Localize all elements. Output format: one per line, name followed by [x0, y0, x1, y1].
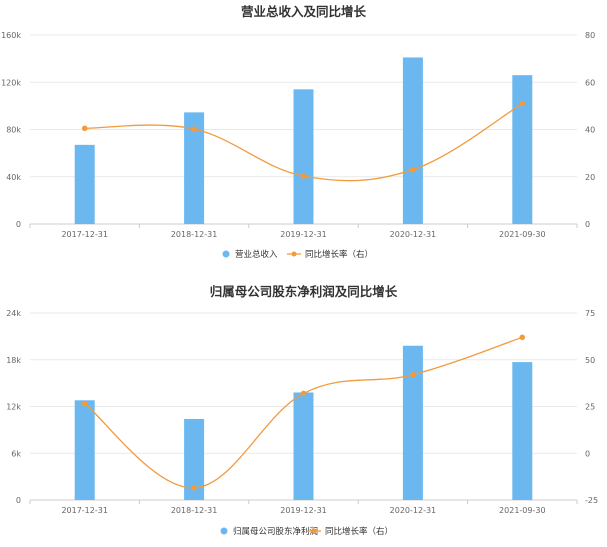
bar [293, 89, 314, 225]
bar [184, 418, 205, 500]
chart-title: 归属母公司股东净利润及同比增长 [210, 284, 398, 299]
legend-bar-label: 归属母公司股东净利润 [233, 526, 318, 537]
y-left-tick-label: 40k [6, 173, 21, 182]
legend: 营业总收入 同比增长率（右） [222, 249, 373, 260]
x-tick-label: 2018-12-31 [171, 230, 218, 239]
bar [184, 112, 205, 224]
y-left-tick-label: 0 [16, 496, 21, 505]
growth-point [81, 125, 88, 132]
y-right-tick-label: 75 [585, 309, 595, 318]
chart-title: 营业总收入及同比增长 [241, 4, 367, 19]
y-right-tick-label: 25 [585, 403, 595, 412]
y-left-tick-label: 18k [6, 356, 21, 365]
legend-line-dot [311, 528, 317, 534]
x-tick-label: 2019-12-31 [280, 506, 327, 515]
legend-line-label: 同比增长率（右） [325, 526, 393, 537]
y-right-tick-label: -25 [585, 496, 598, 505]
legend: 归属母公司股东净利润 同比增长率（右） [220, 526, 393, 537]
y-right-tick-label: 40 [585, 126, 595, 135]
chart-2: 归属母公司股东净利润及同比增长 0 -25 6k 0 12k 25 18k 50 24k 75 201… [6, 284, 598, 537]
growth-point [410, 371, 416, 378]
y-right-tick-label: 60 [585, 78, 595, 87]
y-left-tick-label: 80k [6, 126, 21, 135]
x-tick-label: 2019-12-31 [280, 230, 327, 239]
x-tick-label: 2021-09-30 [499, 506, 546, 515]
growth-line [84, 336, 523, 489]
x-tick-label: 2017-12-31 [61, 230, 108, 239]
chart-1: 营业总收入及同比增长 0 0 40k 20 80k 40 120k 60 160k 80 2017-1… [1, 4, 595, 260]
bar [74, 400, 95, 500]
y-right-tick-label: 0 [585, 449, 590, 458]
y-left-tick-label: 12k [6, 403, 21, 412]
y-left-tick-label: 160k [1, 31, 21, 40]
y-right-tick-label: 80 [585, 31, 595, 40]
legend-bar-marker [222, 250, 230, 258]
growth-point [410, 166, 416, 173]
x-tick-label: 2017-12-31 [61, 506, 108, 515]
bar [402, 57, 423, 224]
y-right-tick-label: 20 [585, 173, 595, 182]
y-left-tick-label: 6k [11, 449, 21, 458]
x-tick-label: 2018-12-31 [171, 506, 218, 515]
y-left-tick-label: 24k [6, 309, 21, 318]
legend-bar-marker [220, 527, 228, 535]
legend-bar-label: 营业总收入 [235, 249, 278, 260]
growth-point [519, 100, 526, 107]
bar [74, 144, 95, 224]
growth-point [191, 485, 197, 491]
x-tick-label: 2021-09-30 [499, 230, 546, 239]
bar [293, 392, 314, 500]
x-tick-label: 2020-12-31 [390, 230, 437, 239]
legend-line-label: 同比增长率（右） [305, 249, 373, 260]
growth-point [300, 390, 307, 397]
y-left-tick-label: 120k [1, 78, 21, 87]
x-tick-label: 2020-12-31 [390, 506, 437, 515]
y-right-tick-label: 0 [585, 220, 590, 229]
bar [402, 345, 423, 500]
growth-point [81, 400, 88, 407]
legend-line-dot [291, 251, 297, 257]
y-left-tick-label: 0 [16, 220, 21, 229]
bar [512, 362, 533, 500]
bar [512, 75, 533, 224]
growth-point [300, 173, 307, 179]
growth-point [191, 126, 197, 132]
y-right-tick-label: 50 [585, 356, 595, 365]
growth-point [519, 334, 526, 341]
